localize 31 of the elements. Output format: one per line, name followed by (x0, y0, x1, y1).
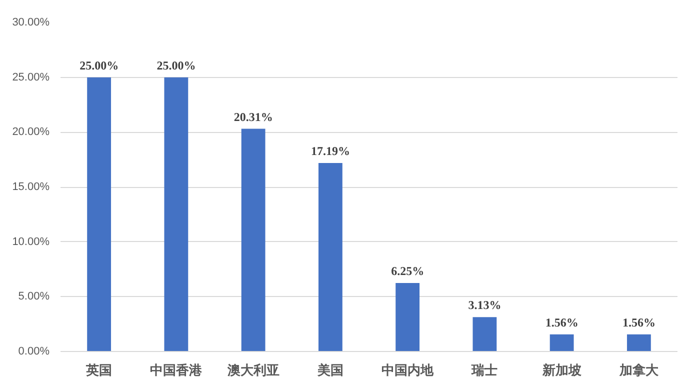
data-label: 1.56% (622, 315, 656, 330)
x-tick-label: 新加坡 (541, 362, 582, 378)
x-tick-label: 加拿大 (618, 362, 660, 378)
data-label: 25.00% (80, 58, 119, 72)
bar (472, 317, 497, 352)
y-tick-label: 10.00% (12, 236, 50, 248)
data-label: 20.31% (234, 110, 273, 124)
bar (550, 334, 574, 352)
x-tick-label: 中国内地 (382, 362, 435, 378)
x-tick-label: 澳大利亚 (226, 362, 280, 378)
y-tick-label: 0.00% (18, 346, 50, 358)
data-label: 1.56% (545, 315, 578, 330)
y-tick-label: 25.00% (12, 71, 50, 84)
x-tick-label: 瑞士 (470, 362, 498, 378)
bar (626, 334, 651, 352)
x-tick-label: 美国 (316, 362, 344, 378)
bar (318, 162, 342, 352)
data-label: 25.00% (156, 58, 196, 72)
bar (164, 77, 188, 352)
data-label: 17.19% (310, 144, 350, 158)
data-label: 6.25% (391, 264, 424, 278)
bar (396, 282, 420, 352)
y-tick-label: 5.00% (18, 290, 50, 303)
data-label: 3.13% (468, 298, 502, 312)
y-tick-label: 15.00% (12, 181, 50, 193)
x-tick-label: 中国香港 (150, 362, 204, 378)
y-tick-label: 30.00% (12, 16, 50, 28)
x-tick-label: 英国 (85, 362, 112, 378)
bar (87, 77, 112, 352)
bar (241, 128, 266, 352)
y-tick-label: 20.00% (12, 126, 50, 138)
